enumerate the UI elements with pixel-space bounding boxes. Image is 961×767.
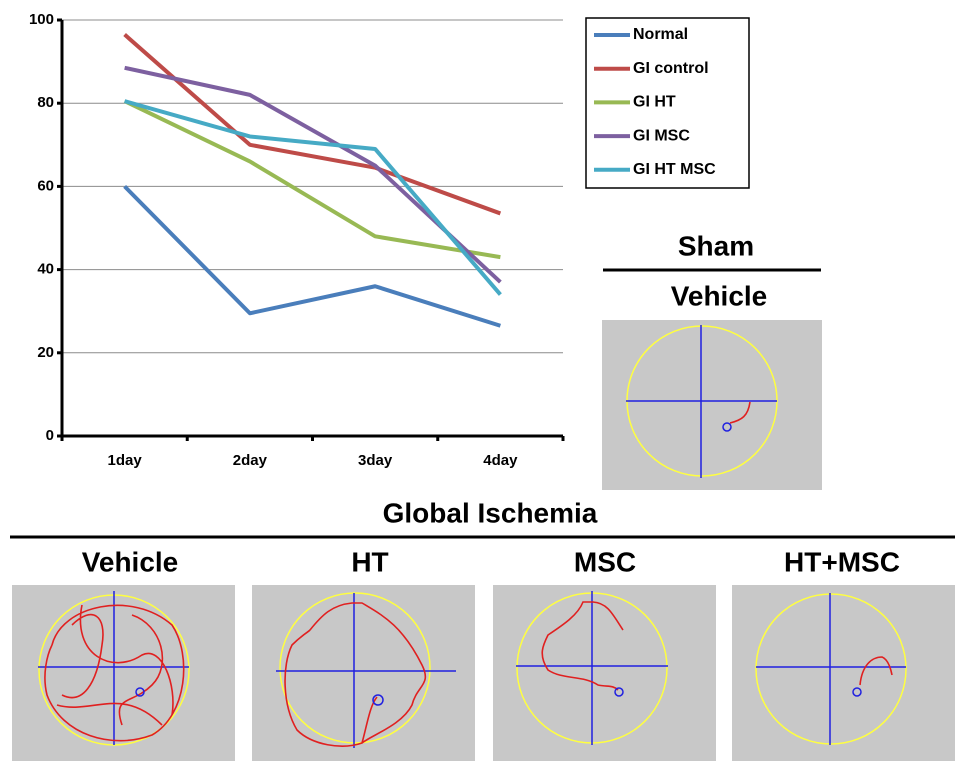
y-tick-label: 0 [46, 427, 54, 444]
series-line [123, 184, 501, 328]
panel-label: MSC [574, 546, 636, 577]
x-tick-label: 4day [483, 452, 518, 469]
sham-title: Sham [678, 230, 754, 261]
panel-label: Vehicle [671, 280, 768, 311]
track-panel [602, 320, 822, 490]
legend: Normal GI control GI HT GI MSC GI HT MSC [585, 17, 750, 189]
x-tick-label: 2day [233, 452, 268, 469]
series-line [123, 33, 502, 216]
series-line [123, 99, 501, 260]
track-panel [252, 585, 475, 761]
y-tick-label: 100 [29, 11, 54, 28]
panel-label: HT [351, 546, 388, 577]
x-tick-label: 3day [358, 452, 393, 469]
panel-label: HT+MSC [784, 546, 900, 577]
legend-label: Normal [633, 26, 688, 43]
ischemia-title: Global Ischemia [383, 497, 598, 528]
x-tick-label: 1day [108, 452, 143, 469]
y-tick-label: 20 [37, 344, 54, 361]
track-panel [732, 585, 955, 761]
series-line [124, 99, 502, 296]
panel-label: Vehicle [82, 546, 179, 577]
y-tick-label: 80 [37, 94, 54, 111]
track-panel [12, 585, 235, 761]
track-panel [493, 585, 716, 761]
legend-label: GI MSC [633, 127, 690, 144]
y-tick-label: 60 [37, 177, 54, 194]
series-line [124, 65, 502, 284]
legend-label: GI control [633, 60, 709, 77]
y-tick-label: 40 [37, 261, 54, 278]
legend-label: GI HT [633, 94, 676, 111]
legend-label: GI HT MSC [633, 161, 716, 178]
